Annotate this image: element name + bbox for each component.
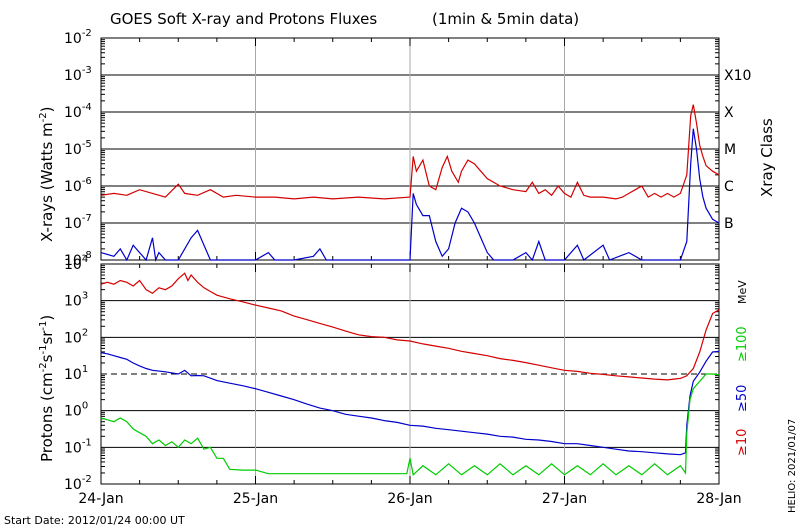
ytick-label: 104 [64, 254, 88, 273]
series-line-p0 [100, 272, 720, 381]
ytick-label: 100 [64, 401, 88, 420]
xtick-label: 25-Jan [233, 491, 278, 507]
legend-ge50: ≥50 [735, 385, 750, 412]
xtick-label: 28-Jan [696, 491, 741, 507]
ytick-label: 10-2 [64, 474, 92, 493]
xray-y-axis-label: X-rays (Watts m-2) [38, 107, 56, 242]
ytick-label: 10-8 [64, 250, 92, 269]
helio-stamp: HELIO: 2021/01/07 [787, 419, 798, 513]
xray-class-label: X10 [724, 68, 751, 84]
start-date-label: Start Date: 2012/01/24 00:00 UT [4, 514, 185, 527]
xtick-label: 26-Jan [387, 491, 432, 507]
ytick-label: 102 [64, 327, 88, 346]
ytick-label: 10-4 [64, 102, 92, 121]
ytick-label: 10-5 [64, 139, 92, 158]
proton-y-axis-label: Protons (cm-2s-1sr-1) [38, 315, 56, 462]
series-line-x0 [100, 104, 720, 200]
ytick-label: 10-2 [64, 28, 92, 47]
xray-class-label: C [724, 179, 734, 195]
xray-class-label: X [724, 105, 734, 121]
legend-ge10: ≥10 [735, 429, 750, 456]
chart-title: GOES Soft X-ray and Protons Fluxes [110, 10, 377, 28]
ytick-label: 10-6 [64, 176, 92, 195]
chart-subtitle: (1min & 5min data) [432, 10, 579, 28]
xray-panel: 10-2 10-3 10-4 10-5 10-6 10-7 10-8 X10 X M C B X-r… [38, 28, 776, 269]
series-line-p2 [100, 373, 720, 476]
series-line-p1 [100, 350, 720, 456]
ytick-label: 101 [64, 364, 88, 383]
ytick-label: 10-1 [64, 437, 92, 456]
xtick-label: 27-Jan [542, 491, 587, 507]
xtick-label: 24-Jan [78, 491, 123, 507]
proton-panel: 104 103 102 101 100 10-1 10-2 Protons (cm-2s-1… [38, 254, 750, 493]
xray-class-label: B [724, 216, 734, 232]
ytick-label: 10-7 [64, 213, 92, 232]
ytick-label: 103 [64, 291, 88, 310]
series-line-x1 [100, 128, 720, 263]
xray-class-label: M [724, 142, 736, 158]
xray-class-axis-label: Xray Class [758, 118, 776, 197]
legend-ge100: ≥100 [735, 326, 750, 362]
mev-unit-label: MeV [736, 280, 749, 304]
ytick-label: 10-3 [64, 65, 92, 84]
